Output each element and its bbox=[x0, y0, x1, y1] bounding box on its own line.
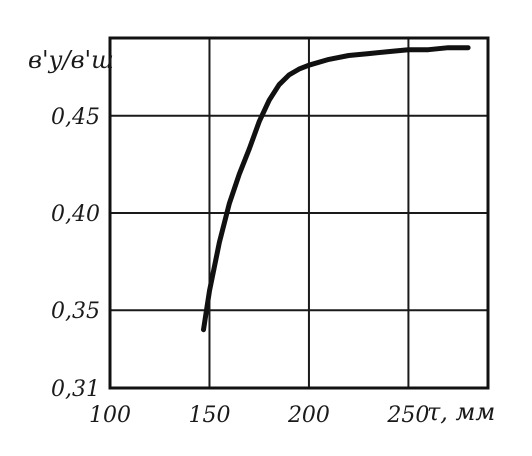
x-tick-label: 200 bbox=[287, 403, 330, 428]
y-tick-label: 0,35 bbox=[51, 299, 100, 324]
series-line bbox=[201, 45, 471, 333]
data-series bbox=[201, 45, 471, 333]
gridlines bbox=[110, 38, 488, 388]
x-tick-label: 250 bbox=[386, 403, 429, 428]
y-axis-title: в'у/в'ш bbox=[28, 46, 114, 74]
plot-frame bbox=[108, 36, 490, 390]
y-tick-label: 0,40 bbox=[51, 202, 100, 227]
y-tick-label: 0,31 bbox=[51, 377, 100, 402]
plot-border bbox=[108, 36, 490, 390]
y-tick-labels: 0,31 0,35 0,40 0,45 bbox=[51, 105, 100, 402]
x-tick-label: 150 bbox=[188, 403, 230, 428]
x-axis-title: τ, мм bbox=[427, 398, 495, 426]
x-tick-labels: 100 150 200 250 bbox=[89, 403, 429, 428]
x-tick-label: 100 bbox=[89, 403, 131, 428]
y-tick-label: 0,45 bbox=[51, 105, 100, 130]
